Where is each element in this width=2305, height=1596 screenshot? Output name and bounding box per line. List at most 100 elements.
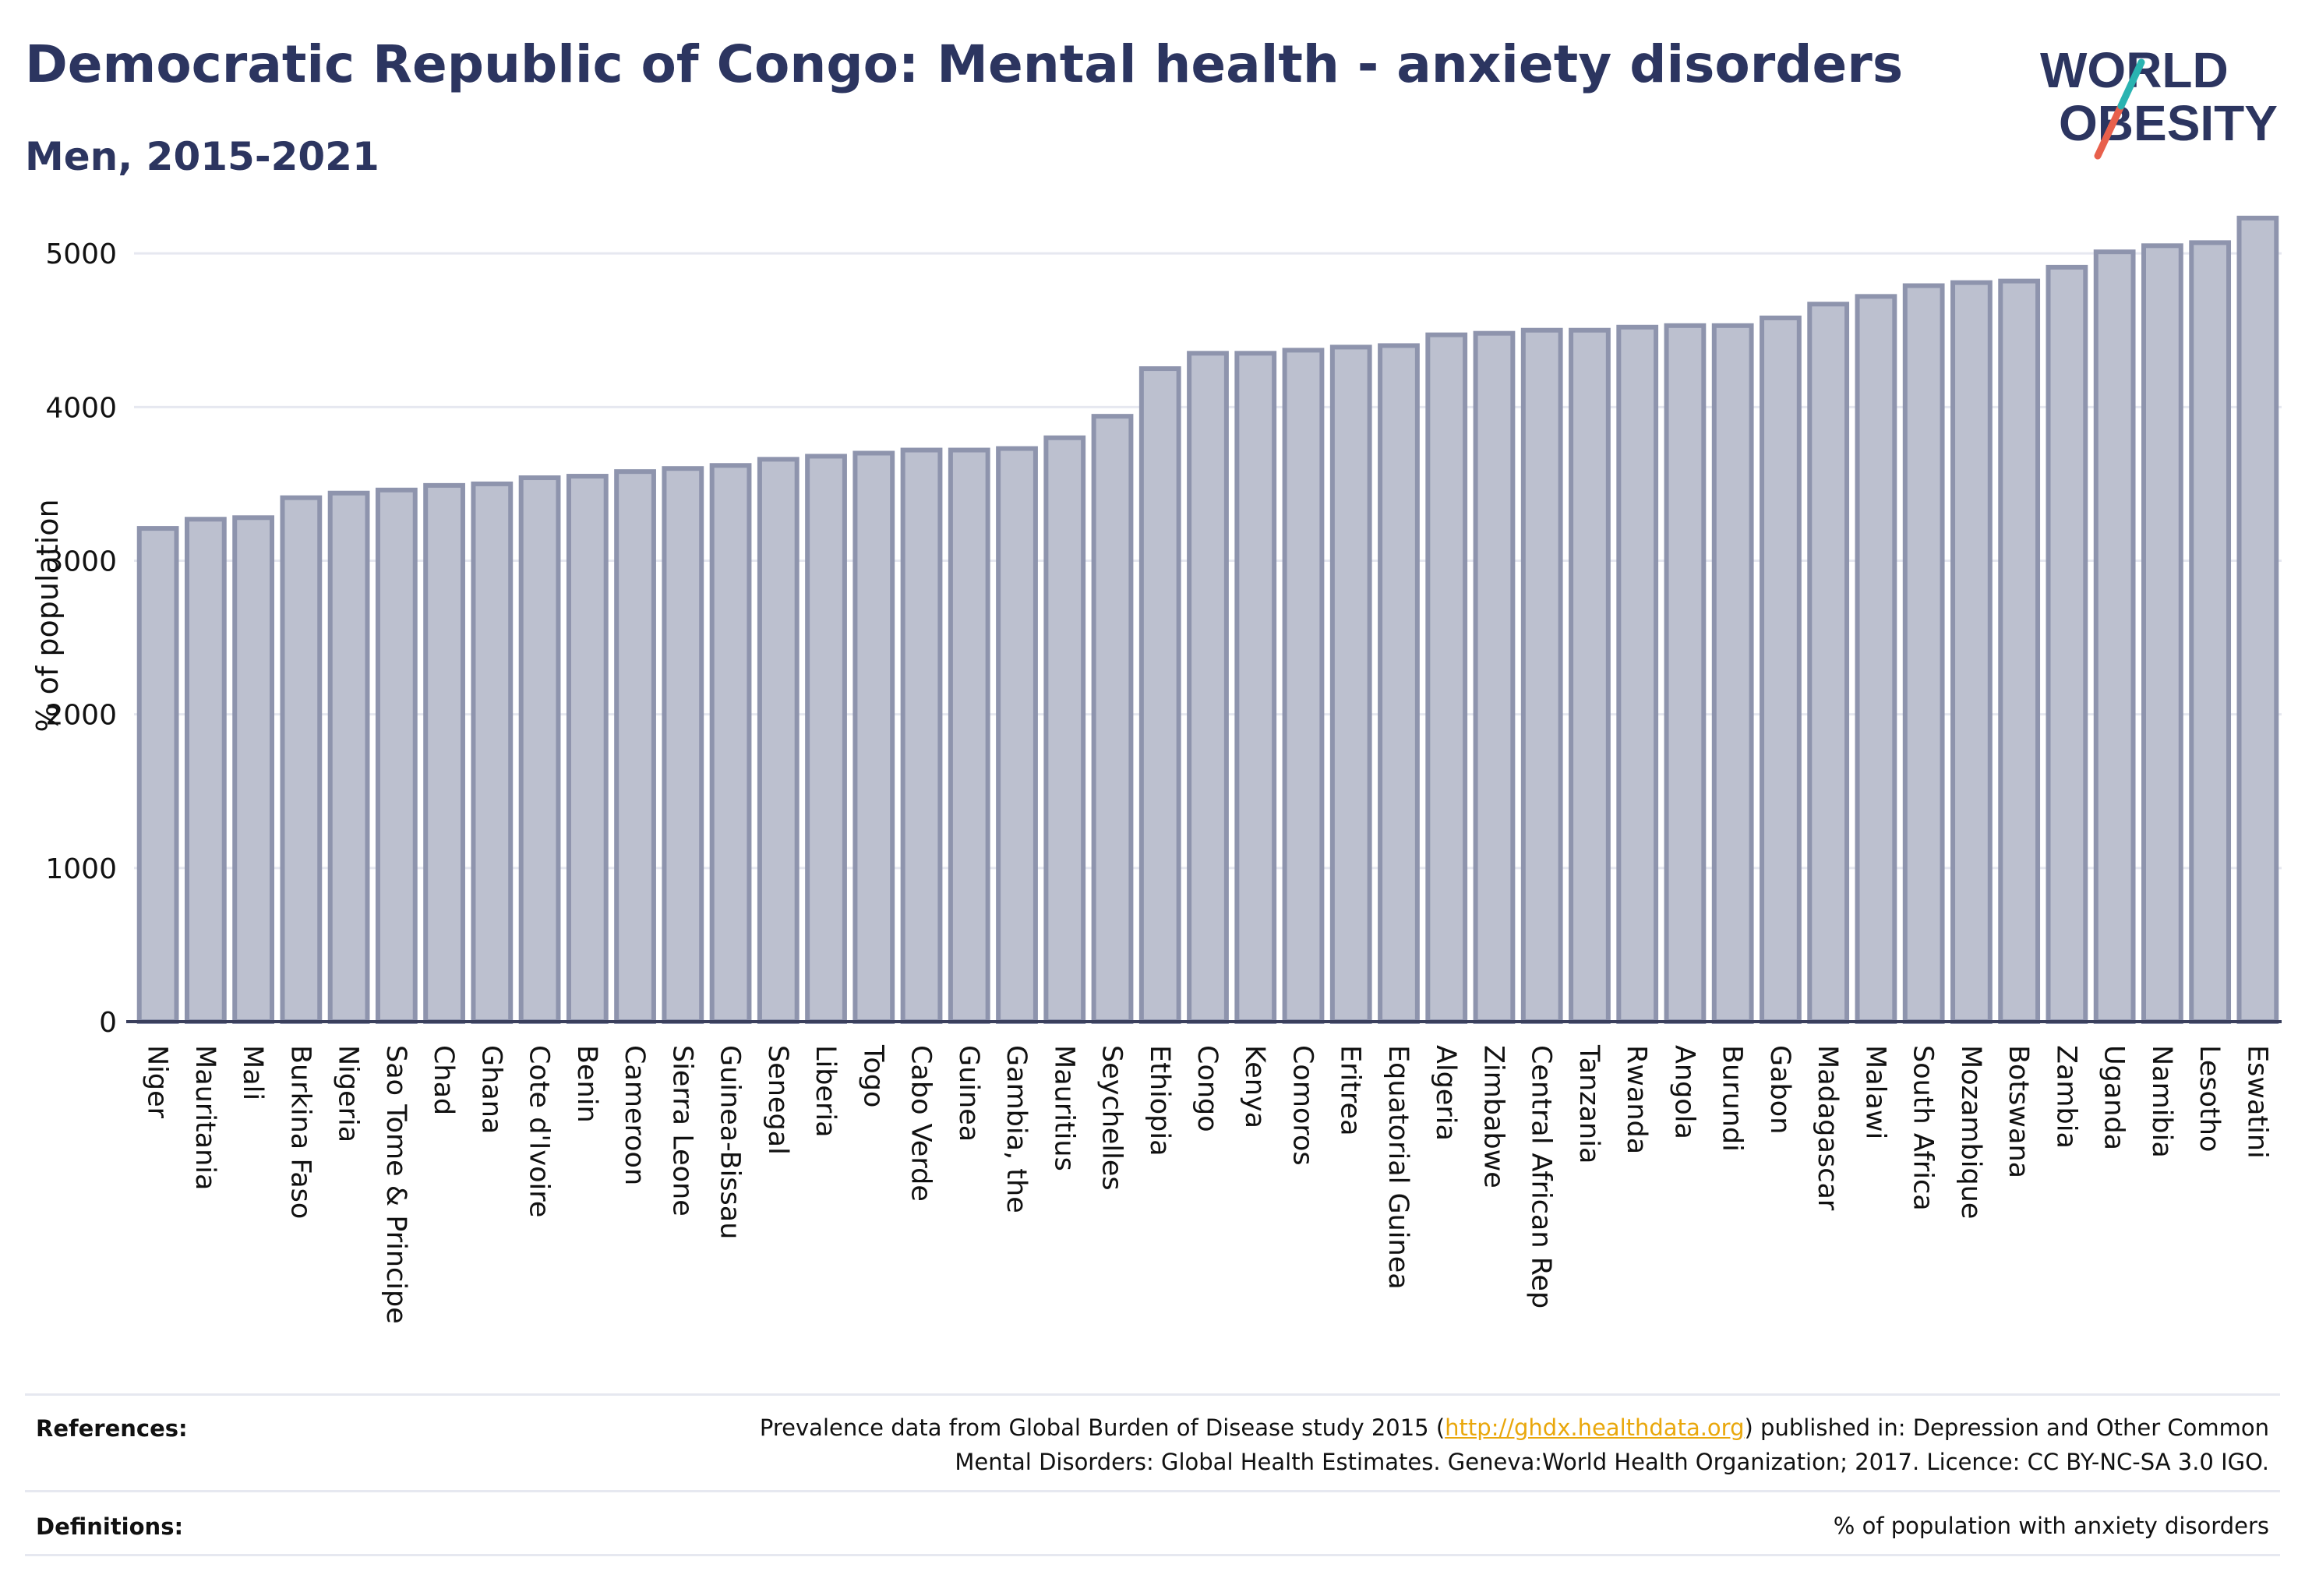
bar	[1760, 315, 1802, 1024]
x-tick-label: Kenya	[1239, 1045, 1270, 1128]
footer-divider-middle	[25, 1490, 2280, 1492]
x-tick-label: Guinea-Bissau	[715, 1045, 746, 1239]
bar	[1807, 302, 1850, 1024]
footer-divider-top	[25, 1393, 2280, 1396]
x-tick-label: Mauritius	[1048, 1045, 1079, 1171]
bar	[662, 466, 704, 1024]
bar	[2141, 243, 2183, 1024]
logo-line2: OBESITY	[2059, 95, 2278, 151]
x-tick-label: Tanzania	[1573, 1044, 1604, 1163]
references-label: References:	[36, 1415, 188, 1442]
x-tick-label: Chad	[428, 1045, 459, 1115]
x-tick-label: Congo	[1191, 1045, 1223, 1132]
bar	[232, 515, 274, 1024]
x-tick-label: Botswana	[2003, 1045, 2034, 1178]
bar	[757, 457, 800, 1024]
x-tick-label: Guinea	[953, 1045, 984, 1142]
x-tick-label: Malawi	[1859, 1045, 1890, 1139]
x-tick-labels: Niger Mauritania Mali Burkina Faso Nigeria Sa…	[142, 1044, 2273, 1324]
bar	[852, 450, 895, 1024]
x-tick-label: Equatorial Guinea	[1382, 1045, 1414, 1290]
bar	[2236, 215, 2279, 1024]
x-tick-label: Zambia	[2050, 1045, 2081, 1149]
x-tick-label: Sierra Leone	[666, 1045, 697, 1216]
y-tick-label: 3000	[45, 546, 117, 577]
y-axis-label: % of population	[30, 499, 65, 732]
bar	[566, 474, 609, 1024]
bar	[948, 447, 990, 1024]
bar	[996, 446, 1038, 1024]
bar	[518, 475, 561, 1024]
world-obesity-logo: WORLD OBESITY	[2040, 42, 2278, 160]
x-tick-label: Gambia, the	[1001, 1045, 1032, 1213]
x-tick-label: Cabo Verde	[905, 1045, 937, 1202]
bar	[1234, 351, 1277, 1024]
bar	[1520, 327, 1563, 1024]
y-tick-label: 5000	[45, 238, 117, 270]
x-tick-label: Zimbabwe	[1477, 1045, 1509, 1188]
bar	[805, 454, 847, 1024]
x-tick-label: Mauritania	[189, 1045, 221, 1190]
bar	[2046, 264, 2088, 1024]
x-tick-label: Namibia	[2146, 1045, 2177, 1158]
x-tick-label: Benin	[571, 1045, 602, 1123]
references-text: Prevalence data from Global Burden of Di…	[760, 1411, 2269, 1479]
bar	[1998, 278, 2041, 1025]
y-tick-label: 2000	[45, 700, 117, 732]
x-tick-label: South Africa	[1908, 1045, 1939, 1211]
x-tick-label: Burundi	[1717, 1045, 1748, 1152]
bar	[184, 517, 227, 1024]
y-tick-label: 1000	[45, 853, 117, 885]
x-tick-label: Togo	[857, 1044, 888, 1107]
bar	[1664, 323, 1707, 1024]
x-tick-label: Sao Tome & Principe	[380, 1045, 411, 1324]
bar	[614, 469, 656, 1024]
x-tick-label: Burkina Faso	[284, 1045, 316, 1219]
bar	[1569, 327, 1611, 1024]
bar	[1378, 343, 1420, 1024]
x-tick-label: Cameroon	[619, 1045, 650, 1185]
x-tick-label: Liberia	[810, 1045, 841, 1138]
bar	[1329, 344, 1372, 1025]
references-line-1-pre: Prevalence data from Global Burden of Di…	[759, 1414, 1445, 1441]
bar	[1043, 435, 1086, 1024]
y-tick-label: 0	[99, 1007, 117, 1039]
logo-slash-teal	[2117, 58, 2145, 110]
x-tick-label: Rwanda	[1621, 1045, 1652, 1154]
x-tick-label: Eritrea	[1335, 1045, 1366, 1136]
x-tick-label: Central African Rep	[1526, 1045, 1557, 1308]
bar	[900, 447, 943, 1024]
x-tick-label: Niger	[142, 1045, 173, 1119]
bar	[1950, 280, 1993, 1024]
logo-slash-red	[2094, 102, 2125, 160]
bar	[1282, 348, 1325, 1024]
bar	[1473, 330, 1516, 1024]
chart-title: Democratic Republic of Congo: Mental hea…	[25, 34, 1904, 94]
bar	[136, 526, 179, 1024]
bar	[1616, 324, 1659, 1024]
bar	[1902, 283, 1945, 1025]
x-tick-label: Uganda	[2099, 1045, 2130, 1150]
bar	[2093, 249, 2136, 1024]
bar	[1138, 366, 1181, 1024]
references-line-2: Mental Disorders: Global Health Estimate…	[955, 1449, 2269, 1475]
bar-chart: 0 1000 2000 3000 4000 5000 Niger Mauritania Mal…	[30, 215, 2282, 1324]
x-tick-label: Gabon	[1764, 1045, 1795, 1134]
bar	[471, 481, 514, 1024]
x-tick-label: Madagascar	[1812, 1045, 1843, 1211]
bar	[1091, 414, 1134, 1024]
bar	[709, 463, 752, 1024]
x-tick-label: Algeria	[1430, 1045, 1461, 1141]
bars	[136, 215, 2279, 1025]
x-tick-label: Lesotho	[2194, 1045, 2225, 1152]
x-tick-label: Comoros	[1287, 1045, 1318, 1166]
footer-divider-bottom	[25, 1554, 2280, 1556]
x-tick-label: Nigeria	[333, 1045, 364, 1142]
bar	[1711, 323, 1754, 1024]
x-tick-label: Senegal	[762, 1045, 793, 1155]
ghdx-link[interactable]: http://ghdx.healthdata.org	[1445, 1414, 1745, 1441]
bar	[1187, 351, 1229, 1024]
x-tick-label: Ghana	[475, 1045, 507, 1134]
y-tick-labels: 0 1000 2000 3000 4000 5000	[45, 238, 117, 1039]
x-tick-label: Seychelles	[1096, 1045, 1128, 1191]
